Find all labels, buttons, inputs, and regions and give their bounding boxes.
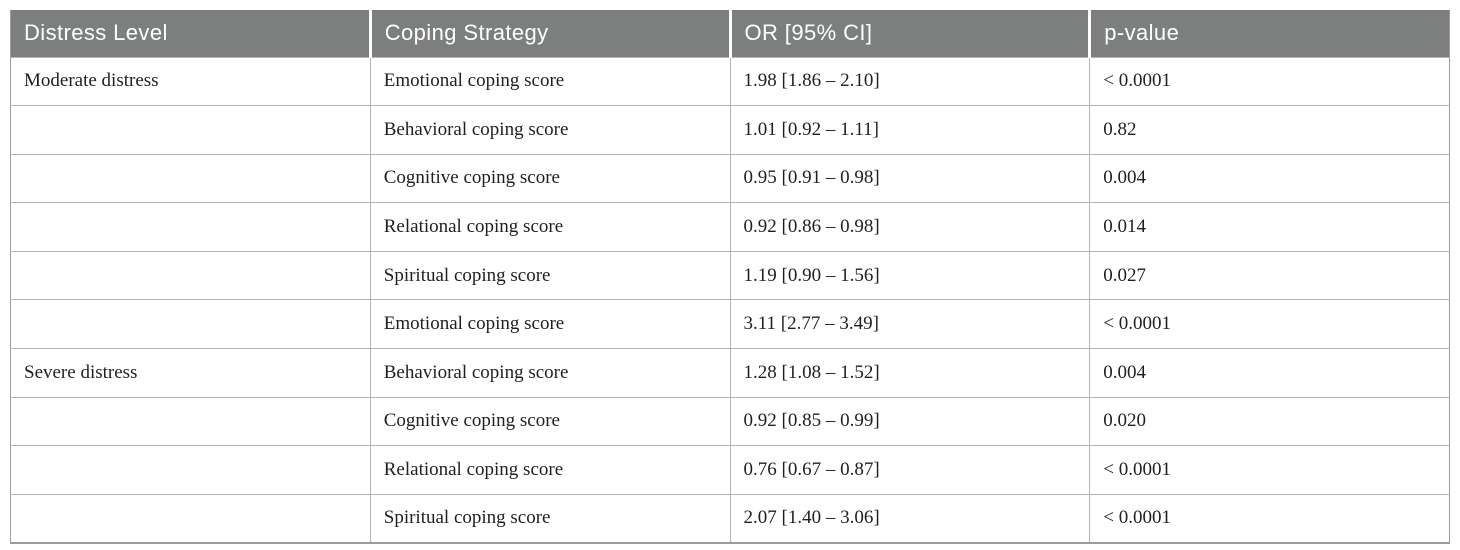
table-row: Behavioral coping score 1.01 [0.92 – 1.1… xyxy=(10,105,1450,155)
distress-level-cell xyxy=(10,202,371,252)
or-ci-cell: 0.92 [0.85 – 0.99] xyxy=(729,396,1090,446)
or-ci-cell: 0.95 [0.91 – 0.98] xyxy=(729,153,1090,203)
header-row: Distress Level Coping Strategy OR [95% C… xyxy=(10,10,1450,57)
regression-results-table: Distress Level Coping Strategy OR [95% C… xyxy=(10,10,1450,544)
coping-strategy-cell: Spiritual coping score xyxy=(369,250,730,300)
table-row: Cognitive coping score 0.92 [0.85 – 0.99… xyxy=(10,396,1450,446)
p-value-cell: < 0.0001 xyxy=(1089,445,1450,495)
p-value-cell: 0.027 xyxy=(1089,250,1450,300)
or-ci-cell: 3.11 [2.77 – 3.49] xyxy=(729,299,1090,349)
table-row: Emotional coping score 3.11 [2.77 – 3.49… xyxy=(10,299,1450,349)
table-header: Distress Level Coping Strategy OR [95% C… xyxy=(10,10,1450,57)
column-header-distress-level: Distress Level xyxy=(10,10,371,57)
coping-strategy-cell: Relational coping score xyxy=(369,445,730,495)
distress-level-cell xyxy=(10,153,371,203)
p-value-cell: < 0.0001 xyxy=(1089,493,1450,543)
p-value-cell: < 0.0001 xyxy=(1089,56,1450,106)
or-ci-cell: 1.28 [1.08 – 1.52] xyxy=(729,348,1090,398)
distress-level-cell: Severe distress xyxy=(10,348,371,398)
or-ci-cell: 1.01 [0.92 – 1.11] xyxy=(729,105,1090,155)
coping-strategy-cell: Emotional coping score xyxy=(369,56,730,106)
results-table-container: Distress Level Coping Strategy OR [95% C… xyxy=(10,10,1450,544)
or-ci-cell: 1.98 [1.86 – 2.10] xyxy=(729,56,1090,106)
distress-level-cell xyxy=(10,299,371,349)
column-header-coping-strategy: Coping Strategy xyxy=(368,10,730,57)
distress-level-cell xyxy=(10,493,371,543)
p-value-cell: < 0.0001 xyxy=(1089,299,1450,349)
distress-level-cell xyxy=(10,250,371,300)
table-row: Spiritual coping score 2.07 [1.40 – 3.06… xyxy=(10,493,1450,543)
p-value-cell: 0.004 xyxy=(1089,348,1450,398)
table-row: Relational coping score 0.76 [0.67 – 0.8… xyxy=(10,445,1450,495)
p-value-cell: 0.020 xyxy=(1089,396,1450,446)
coping-strategy-cell: Cognitive coping score xyxy=(369,153,730,203)
coping-strategy-cell: Spiritual coping score xyxy=(369,493,730,543)
table-row: Cognitive coping score 0.95 [0.91 – 0.98… xyxy=(10,153,1450,203)
p-value-cell: 0.004 xyxy=(1089,153,1450,203)
coping-strategy-cell: Relational coping score xyxy=(369,202,730,252)
column-header-p-value: p-value xyxy=(1088,10,1450,57)
p-value-cell: 0.82 xyxy=(1089,105,1450,155)
table-row: Severe distress Behavioral coping score … xyxy=(10,348,1450,398)
table-row: Spiritual coping score 1.19 [0.90 – 1.56… xyxy=(10,250,1450,300)
or-ci-cell: 1.19 [0.90 – 1.56] xyxy=(729,250,1090,300)
table-row: Relational coping score 0.92 [0.86 – 0.9… xyxy=(10,202,1450,252)
distress-level-cell xyxy=(10,445,371,495)
table-body: Moderate distress Emotional coping score… xyxy=(10,56,1450,543)
coping-strategy-cell: Cognitive coping score xyxy=(369,396,730,446)
distress-level-cell: Moderate distress xyxy=(10,56,371,106)
or-ci-cell: 0.76 [0.67 – 0.87] xyxy=(729,445,1090,495)
p-value-cell: 0.014 xyxy=(1089,202,1450,252)
table-row: Moderate distress Emotional coping score… xyxy=(10,56,1450,106)
or-ci-cell: 2.07 [1.40 – 3.06] xyxy=(729,493,1090,543)
distress-level-cell xyxy=(10,105,371,155)
coping-strategy-cell: Emotional coping score xyxy=(369,299,730,349)
distress-level-cell xyxy=(10,396,371,446)
coping-strategy-cell: Behavioral coping score xyxy=(369,105,730,155)
or-ci-cell: 0.92 [0.86 – 0.98] xyxy=(729,202,1090,252)
coping-strategy-cell: Behavioral coping score xyxy=(369,348,730,398)
column-header-or-ci: OR [95% CI] xyxy=(728,10,1090,57)
